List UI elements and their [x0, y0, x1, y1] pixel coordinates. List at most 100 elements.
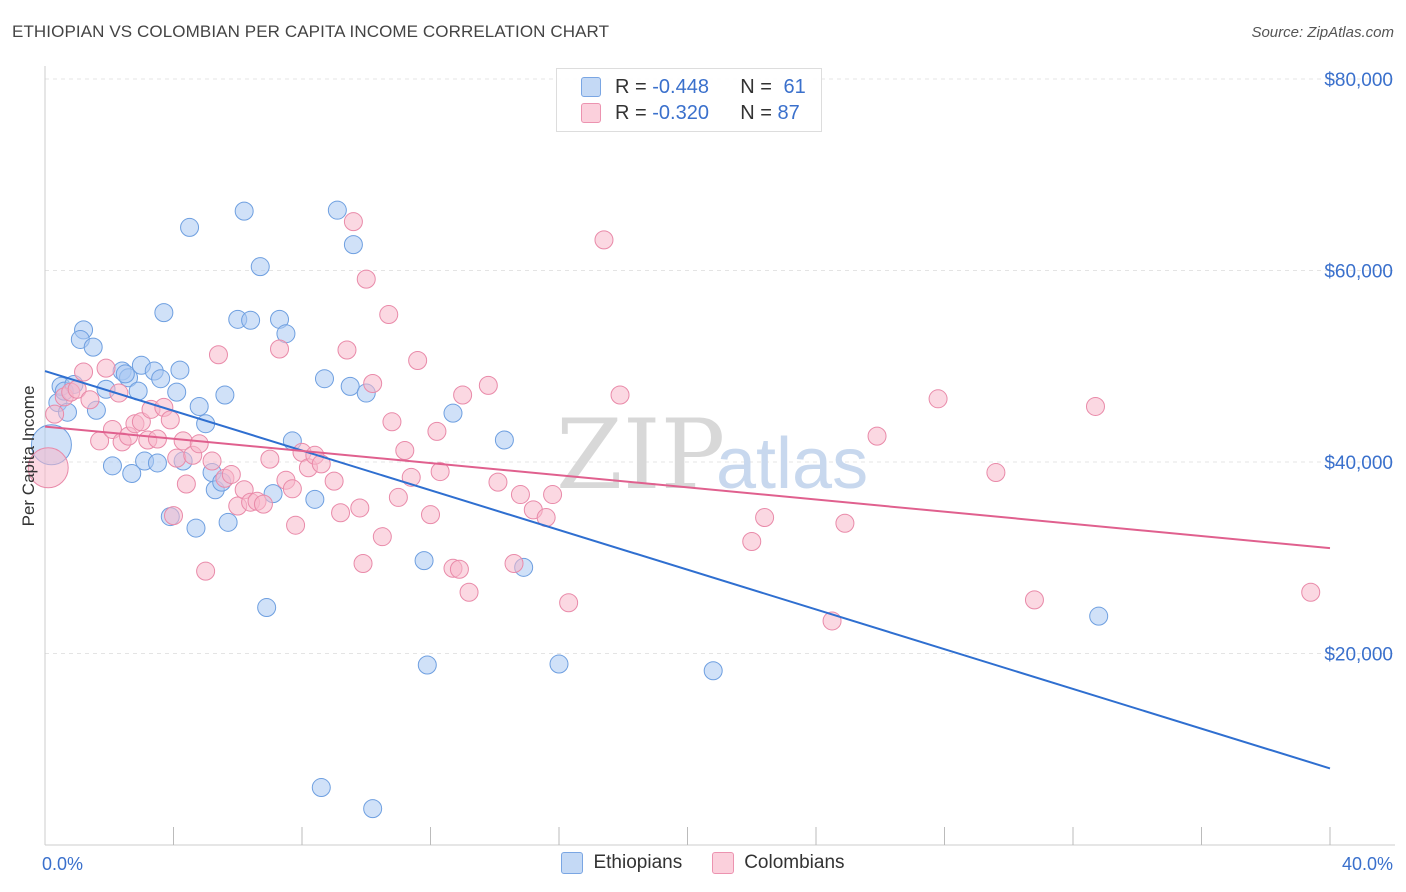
data-point — [250, 257, 270, 277]
grid-lines — [45, 78, 1395, 654]
data-point — [453, 385, 473, 405]
data-point — [164, 506, 183, 526]
data-point — [96, 358, 116, 378]
data-point — [122, 463, 142, 483]
series-legend: Ethiopians Colombians — [0, 852, 1406, 874]
data-point — [218, 512, 238, 532]
data-point — [1301, 582, 1321, 602]
data-point — [74, 362, 94, 382]
data-point — [45, 404, 65, 424]
data-point — [202, 451, 222, 471]
data-point — [382, 412, 402, 432]
data-point — [257, 598, 277, 618]
data-point — [160, 410, 180, 430]
data-point — [488, 472, 508, 492]
data-point — [324, 471, 344, 491]
data-point — [1089, 606, 1109, 626]
data-point — [1024, 590, 1044, 610]
data-point — [401, 467, 421, 487]
data-point — [417, 655, 437, 675]
data-point — [241, 310, 261, 330]
data-point — [414, 551, 434, 571]
data-point — [427, 421, 447, 441]
watermark-atlas: atlas — [716, 424, 868, 504]
data-point — [186, 518, 206, 538]
data-point — [180, 217, 200, 237]
data-point — [270, 339, 290, 359]
watermark-zip: ZIP — [556, 399, 725, 511]
data-point — [421, 505, 440, 525]
data-point — [286, 515, 306, 535]
data-point — [350, 498, 370, 518]
data-point — [443, 403, 463, 423]
y-tick-label: $80,000 — [1324, 70, 1393, 91]
data-points — [27, 200, 1321, 819]
data-point — [430, 462, 450, 482]
data-point — [379, 305, 399, 325]
data-point — [340, 376, 360, 396]
series-legend-ethiopians[interactable]: Ethiopians — [561, 852, 682, 874]
legend-row-ethiopians: R = -0.448 N = 61 — [581, 75, 806, 99]
series-colombians — [27, 212, 1321, 631]
data-point — [311, 454, 331, 474]
data-point — [189, 396, 209, 416]
data-point — [102, 456, 122, 476]
data-point — [610, 385, 630, 405]
data-point — [176, 474, 196, 494]
data-point — [208, 345, 228, 365]
data-point — [494, 430, 514, 450]
data-point — [363, 373, 383, 393]
data-point — [331, 503, 351, 523]
legend-r-value: -0.320 — [652, 101, 709, 124]
data-point — [986, 463, 1006, 483]
correlation-legend: R = -0.448 N = 61 R = -0.320 N = 87 — [556, 68, 822, 132]
data-point — [27, 447, 69, 489]
data-point — [755, 508, 775, 528]
data-point — [80, 390, 100, 410]
data-point — [327, 200, 347, 220]
legend-n-label: N = — [740, 75, 772, 98]
data-point — [559, 593, 579, 613]
data-point — [549, 654, 569, 674]
chart-title: ETHIOPIAN VS COLOMBIAN PER CAPITA INCOME… — [12, 22, 610, 41]
data-point — [115, 364, 135, 384]
series-legend-colombians[interactable]: Colombians — [712, 852, 845, 874]
data-point — [167, 448, 187, 468]
data-point — [196, 561, 216, 581]
trend-line-colombians — [44, 425, 1331, 550]
data-point — [337, 340, 357, 360]
chart-source: Source: ZipAtlas.com — [1251, 24, 1394, 41]
data-point — [343, 212, 363, 232]
data-point — [170, 360, 190, 380]
data-point — [543, 485, 563, 505]
legend-swatch-colombians — [581, 103, 601, 123]
data-point — [83, 337, 103, 357]
data-point — [343, 235, 363, 255]
legend-r-label: R = — [615, 75, 647, 98]
data-point — [928, 389, 948, 409]
data-point — [253, 494, 273, 514]
legend-row-colombians: R = -0.320 N = 87 — [581, 101, 800, 125]
series-label-colombians: Colombians — [744, 852, 845, 873]
data-point — [372, 527, 392, 547]
y-tick-label: $60,000 — [1324, 262, 1393, 283]
y-axis-label: Per Capita Income — [19, 386, 38, 527]
data-point — [356, 269, 376, 289]
axis-labels: $20,000 $40,000 $60,000 $80,000 0.0% 40.0% Per… — [19, 70, 1393, 874]
x-tick-label: 40.0% — [1342, 854, 1393, 874]
legend-n-value: 61 — [783, 75, 806, 98]
legend-r-label: R = — [615, 101, 647, 124]
data-point — [260, 449, 280, 469]
data-point — [388, 487, 408, 507]
data-point — [504, 553, 524, 573]
legend-swatch-ethiopians — [581, 77, 601, 97]
data-point — [189, 434, 209, 454]
data-point — [314, 369, 334, 389]
y-tick-label: $20,000 — [1324, 645, 1393, 666]
data-point — [234, 201, 254, 221]
data-point — [167, 382, 187, 402]
data-point — [353, 553, 373, 573]
series-swatch-colombians — [712, 852, 735, 874]
data-point — [408, 351, 428, 371]
